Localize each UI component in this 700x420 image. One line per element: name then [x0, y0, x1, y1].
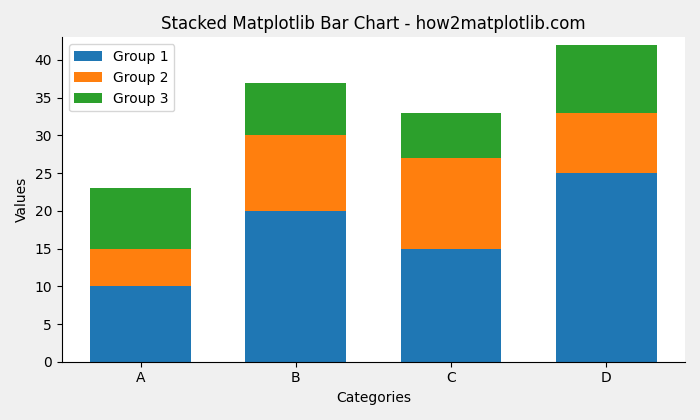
Y-axis label: Values: Values	[15, 177, 29, 222]
Bar	[90, 188, 191, 249]
Bar	[246, 211, 346, 362]
Bar	[400, 158, 501, 249]
Bar	[400, 113, 501, 158]
X-axis label: Categories: Categories	[336, 391, 411, 405]
Bar	[400, 249, 501, 362]
Bar	[90, 249, 191, 286]
Bar	[556, 173, 657, 362]
Bar	[246, 135, 346, 211]
Bar	[556, 45, 657, 113]
Bar	[90, 286, 191, 362]
Title: Stacked Matplotlib Bar Chart - how2matplotlib.com: Stacked Matplotlib Bar Chart - how2matpl…	[161, 15, 586, 33]
Bar	[246, 83, 346, 135]
Bar	[556, 113, 657, 173]
Legend: Group 1, Group 2, Group 3: Group 1, Group 2, Group 3	[69, 44, 174, 111]
